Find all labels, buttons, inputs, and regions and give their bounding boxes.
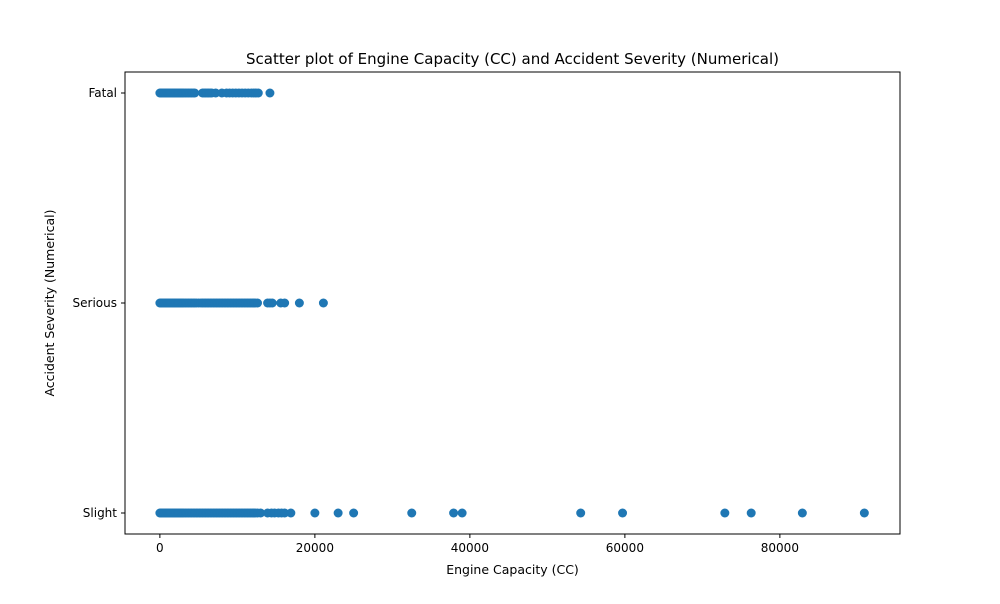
data-point <box>190 88 200 98</box>
data-point <box>720 508 730 518</box>
data-point <box>256 508 266 518</box>
x-tick-label: 20000 <box>296 541 334 555</box>
data-point <box>859 508 869 518</box>
chart-title: Scatter plot of Engine Capacity (CC) and… <box>246 50 779 68</box>
data-point <box>349 508 359 518</box>
data-point <box>253 88 263 98</box>
data-point <box>797 508 807 518</box>
data-point <box>310 508 320 518</box>
data-points <box>155 88 869 518</box>
data-point <box>449 508 459 518</box>
data-point <box>280 298 290 308</box>
x-tick-label: 60000 <box>606 541 644 555</box>
data-point <box>280 508 290 518</box>
data-point <box>318 298 328 308</box>
data-point <box>294 298 304 308</box>
y-axis-label: Accident Severity (Numerical) <box>42 209 57 396</box>
data-point <box>746 508 756 518</box>
data-point <box>211 88 221 98</box>
data-point <box>286 508 296 518</box>
y-tick-label: Slight <box>83 506 118 520</box>
data-point <box>265 88 275 98</box>
y-tick-label: Fatal <box>88 86 117 100</box>
x-axis-label: Engine Capacity (CC) <box>446 562 579 577</box>
data-point <box>267 298 277 308</box>
y-tick-label: Serious <box>73 296 117 310</box>
x-tick-label: 0 <box>156 541 164 555</box>
x-tick-label: 40000 <box>451 541 489 555</box>
y-axis-ticks: Slight Serious Fatal <box>73 86 125 520</box>
data-point <box>407 508 417 518</box>
x-tick-label: 80000 <box>761 541 799 555</box>
data-point <box>457 508 467 518</box>
data-point <box>253 298 263 308</box>
data-point <box>618 508 628 518</box>
x-axis-ticks: 0 20000 40000 60000 80000 <box>156 534 799 555</box>
data-point <box>333 508 343 518</box>
data-point <box>576 508 586 518</box>
